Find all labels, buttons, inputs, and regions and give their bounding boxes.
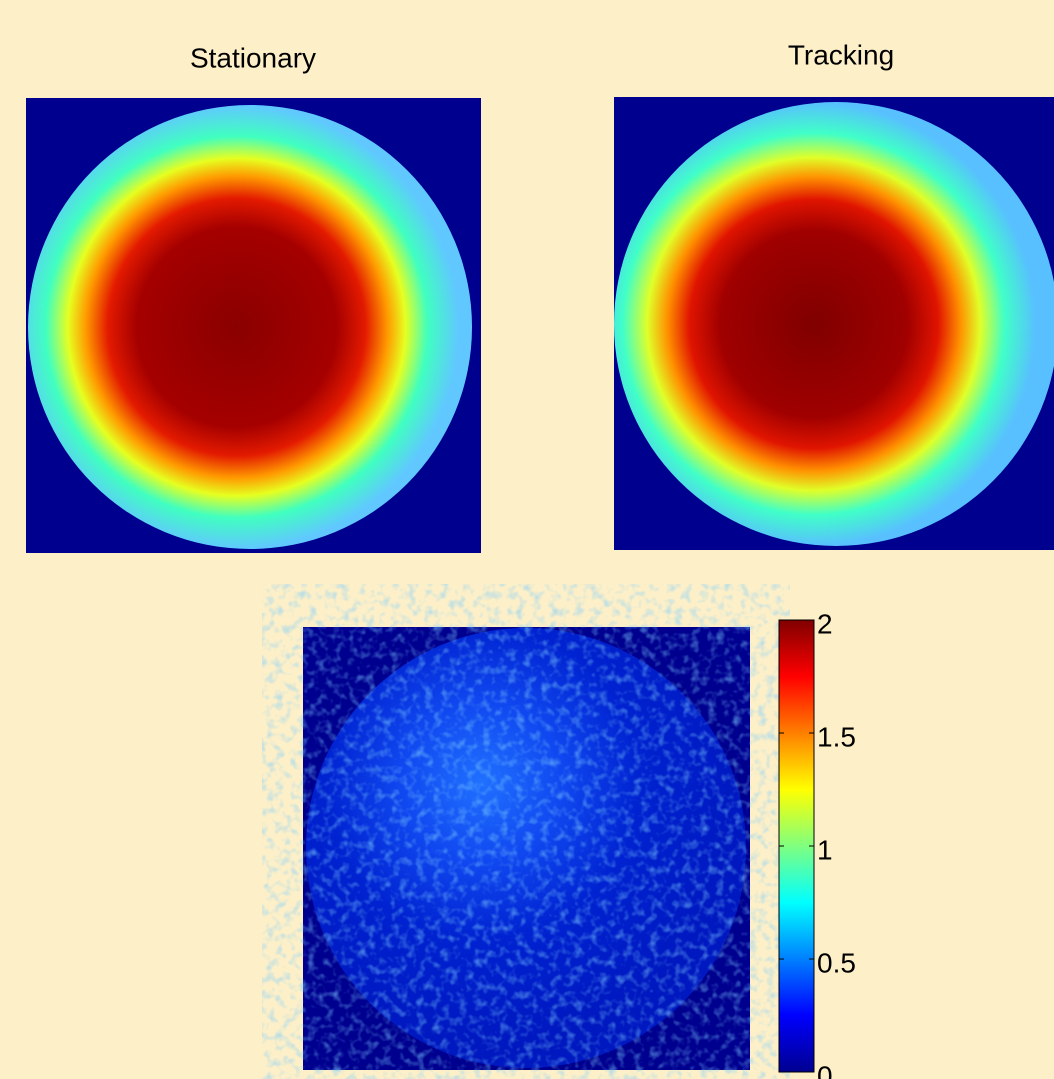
figure: Stationary Tracking 0 0.5 1 1.5 2 [0, 0, 1054, 1079]
panel-title: Stationary [190, 42, 316, 73]
colorbar [779, 620, 814, 1072]
heatmap-image [28, 105, 472, 549]
colorbar-tick-label: 1 [817, 834, 833, 865]
panel-title: Tracking [788, 39, 894, 70]
colorbar-tick-label: 0.5 [817, 947, 856, 978]
colorbar-tick-label: 0 [817, 1060, 833, 1079]
colorbar-tick-label: 1.5 [817, 721, 856, 752]
heatmap-texture [306, 628, 746, 1068]
heatmap-image [614, 102, 1054, 546]
colorbar-tick-label: 2 [817, 608, 833, 639]
